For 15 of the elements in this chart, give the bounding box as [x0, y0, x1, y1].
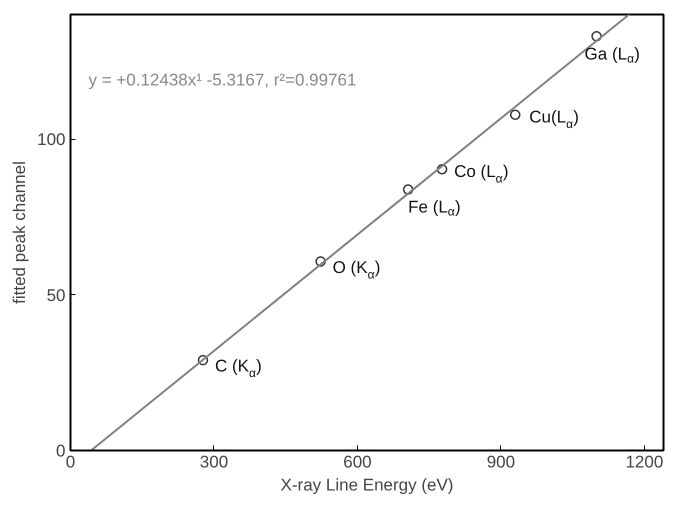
x-tick-label: 1200 [625, 452, 664, 472]
point [510, 110, 520, 120]
x-tick-label: 300 [200, 452, 228, 472]
point [198, 354, 208, 366]
point [591, 31, 602, 42]
point [436, 164, 448, 175]
x-axis-title: X-ray Line Energy (eV) [280, 476, 454, 494]
point [315, 256, 326, 267]
point [402, 184, 414, 195]
y-tick-label: 100 [37, 130, 66, 150]
x-tick-label: 900 [486, 452, 516, 472]
x-tick-label: 600 [343, 452, 372, 472]
y-axis-title: fitted peak channel [10, 161, 30, 304]
annotation: y = +0.12438x¹ -5.3167, r²=0.99761 [88, 70, 356, 90]
y-tick-label: 50 [46, 286, 66, 305]
